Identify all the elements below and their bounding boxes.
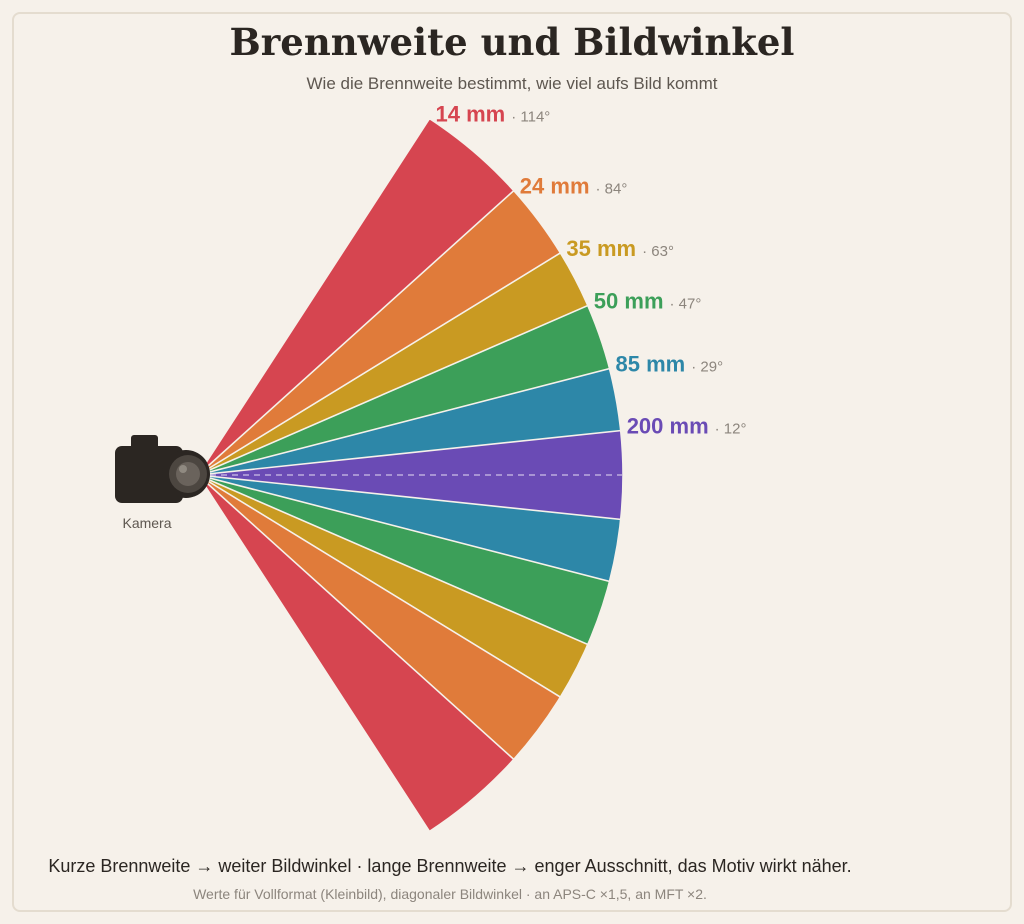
angle-value: · 84°: [596, 181, 628, 198]
angle-value: · 12°: [715, 421, 747, 438]
focal-length: 14 mm: [436, 102, 506, 127]
lens-label-85mm: 85 mm · 29°: [616, 352, 724, 377]
page-subtitle: Wie die Brennweite bestimmt, wie viel au…: [306, 74, 718, 93]
footer-note: Werte für Vollformat (Kleinbild), diagon…: [193, 886, 707, 902]
focal-length: 50 mm: [594, 289, 664, 314]
lens-label-14mm: 14 mm · 114°: [436, 102, 551, 127]
focal-length: 85 mm: [616, 352, 686, 377]
camera-label: Kamera: [122, 515, 171, 531]
angle-value: · 29°: [691, 359, 723, 376]
angle-value: · 114°: [511, 109, 550, 126]
lens-label-35mm: 35 mm · 63°: [566, 236, 674, 261]
camera-icon: [115, 435, 210, 503]
focal-length: 200 mm: [627, 414, 709, 439]
footer-summary: Kurze Brennweite → weiter Bildwinkel · l…: [48, 856, 852, 876]
angle-value: · 47°: [670, 296, 702, 313]
lens-labels: 14 mm · 114° 24 mm · 84° 35 mm · 63° 50 mm · 47…: [436, 102, 747, 439]
lens-label-50mm: 50 mm · 47°: [594, 289, 702, 314]
focal-length: 24 mm: [520, 174, 590, 199]
angle-value: · 63°: [642, 243, 674, 260]
page-title: Brennweite und Bildwinkel: [229, 20, 795, 64]
lens-label-24mm: 24 mm · 84°: [520, 174, 628, 199]
lens-label-200mm: 200 mm · 12°: [627, 414, 747, 439]
focal-length: 35 mm: [566, 236, 636, 261]
page-frame: [12, 12, 1012, 912]
